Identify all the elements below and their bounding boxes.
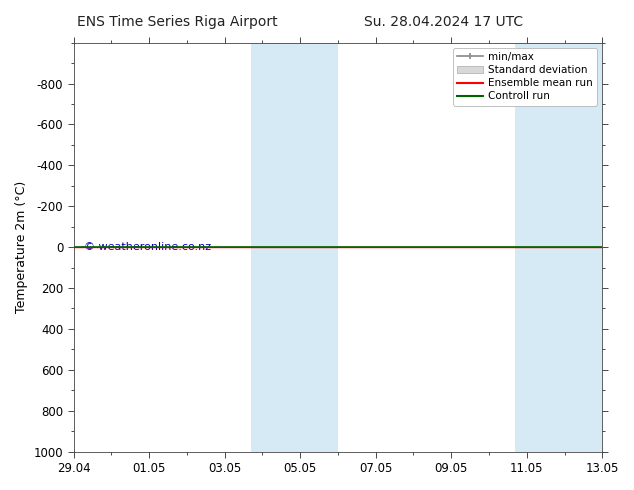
Bar: [515, 43, 602, 452]
Legend: min/max, Standard deviation, Ensemble mean run, Controll run: min/max, Standard deviation, Ensemble me…: [453, 48, 597, 105]
Bar: [251, 43, 338, 452]
Text: © weatheronline.co.nz: © weatheronline.co.nz: [84, 242, 211, 252]
Text: ENS Time Series Riga Airport: ENS Time Series Riga Airport: [77, 15, 278, 29]
Y-axis label: Temperature 2m (°C): Temperature 2m (°C): [15, 181, 28, 313]
Text: Su. 28.04.2024 17 UTC: Su. 28.04.2024 17 UTC: [365, 15, 523, 29]
